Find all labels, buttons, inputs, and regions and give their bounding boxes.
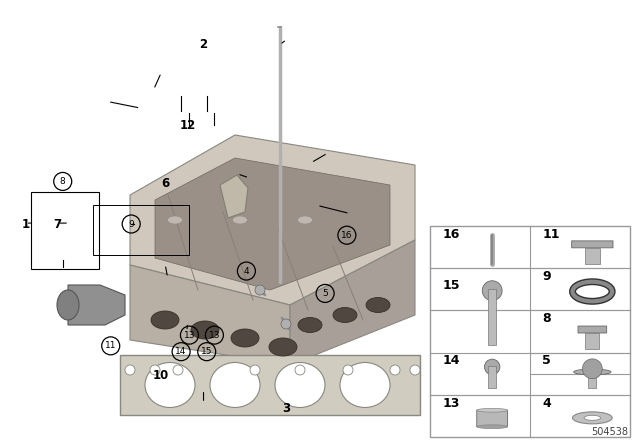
Circle shape [250, 365, 260, 375]
Circle shape [173, 365, 183, 375]
Bar [430, 226, 630, 437]
Polygon shape [220, 175, 248, 218]
Text: 11: 11 [105, 341, 116, 350]
Text: 3: 3 [283, 402, 291, 415]
Text: 13: 13 [442, 396, 460, 409]
Text: 8: 8 [542, 312, 551, 325]
Circle shape [281, 319, 291, 329]
Bar [93, 205, 189, 255]
Bar [488, 366, 496, 388]
Ellipse shape [232, 216, 248, 224]
Ellipse shape [231, 329, 259, 347]
FancyBboxPatch shape [477, 410, 508, 426]
Text: 16: 16 [442, 228, 460, 241]
Bar [584, 248, 600, 263]
Ellipse shape [145, 362, 195, 408]
Bar [31, 192, 99, 269]
Ellipse shape [298, 318, 322, 332]
Ellipse shape [191, 321, 219, 339]
Text: 12: 12 [179, 119, 196, 132]
Circle shape [295, 365, 305, 375]
Text: 1: 1 [22, 218, 29, 232]
Ellipse shape [57, 290, 79, 320]
Text: 13: 13 [209, 331, 220, 340]
Circle shape [484, 359, 500, 375]
Bar [488, 289, 496, 345]
Ellipse shape [366, 297, 390, 313]
Circle shape [343, 365, 353, 375]
Text: 4: 4 [244, 267, 249, 276]
Ellipse shape [151, 311, 179, 329]
Polygon shape [130, 265, 290, 365]
Circle shape [410, 365, 420, 375]
Polygon shape [155, 158, 390, 290]
Circle shape [255, 285, 265, 295]
Text: 9: 9 [542, 270, 551, 283]
Ellipse shape [477, 425, 508, 429]
Text: 4: 4 [542, 396, 551, 409]
Text: 11: 11 [542, 228, 560, 241]
Text: 14: 14 [175, 347, 187, 356]
Ellipse shape [573, 369, 611, 375]
Circle shape [483, 281, 502, 301]
Text: 13: 13 [184, 331, 195, 340]
Ellipse shape [210, 362, 260, 408]
Circle shape [150, 365, 160, 375]
Text: 5: 5 [323, 289, 328, 298]
Polygon shape [290, 240, 415, 365]
Ellipse shape [168, 216, 182, 224]
Ellipse shape [269, 338, 297, 356]
Text: 8: 8 [60, 177, 65, 186]
FancyBboxPatch shape [578, 326, 607, 333]
Text: 9: 9 [129, 220, 134, 228]
Text: 14: 14 [442, 354, 460, 367]
Text: 5: 5 [542, 354, 551, 367]
Text: 10: 10 [153, 369, 170, 382]
Text: 6: 6 [161, 177, 169, 190]
Ellipse shape [275, 362, 325, 408]
Text: 504538: 504538 [591, 427, 628, 437]
Ellipse shape [340, 362, 390, 408]
Text: 7: 7 [54, 218, 61, 232]
FancyBboxPatch shape [572, 241, 613, 248]
Circle shape [125, 365, 135, 375]
Circle shape [390, 365, 400, 375]
Bar [120, 355, 420, 415]
Bar [589, 371, 596, 388]
Ellipse shape [333, 307, 357, 323]
Polygon shape [130, 135, 415, 305]
Text: 2: 2 [200, 38, 207, 52]
Ellipse shape [584, 415, 600, 420]
Ellipse shape [298, 216, 312, 224]
Polygon shape [68, 285, 125, 325]
Ellipse shape [573, 412, 612, 424]
Circle shape [582, 359, 602, 379]
Text: 15: 15 [201, 347, 212, 356]
Text: 15: 15 [442, 279, 460, 292]
Ellipse shape [477, 409, 508, 412]
Text: 16: 16 [341, 231, 353, 240]
Bar [586, 333, 599, 349]
